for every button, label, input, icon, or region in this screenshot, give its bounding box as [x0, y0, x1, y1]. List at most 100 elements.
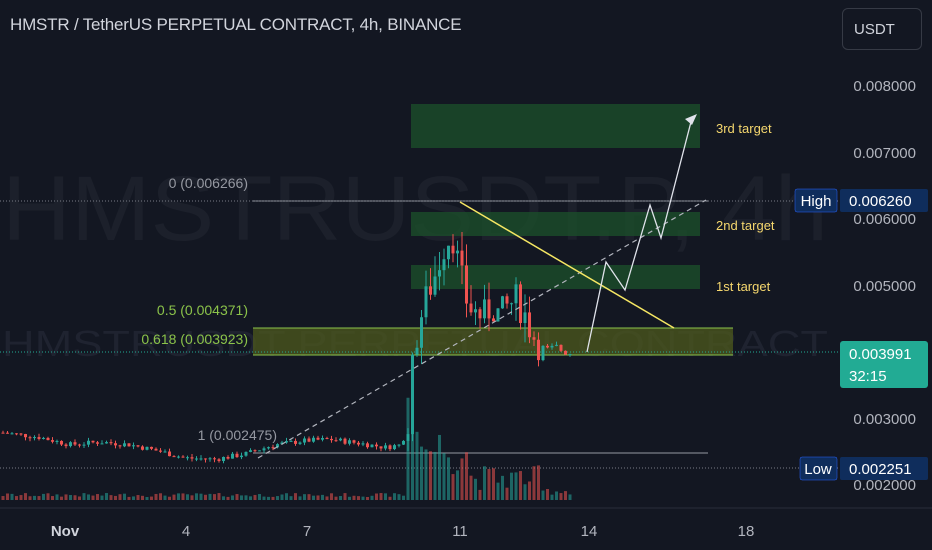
candle-body — [505, 296, 509, 304]
price-tick: 0.008000 — [853, 78, 916, 95]
candle-body — [132, 445, 135, 447]
candle-body — [366, 443, 369, 448]
volume-bar — [267, 496, 270, 500]
candle-body — [384, 445, 387, 449]
price-axis[interactable]: 0.008000 0.007000 0.006000 0.005000 0.00… — [853, 78, 916, 494]
candle-body — [402, 440, 405, 445]
volume-bar — [559, 493, 563, 500]
candle-body — [42, 437, 45, 439]
volume-bar — [249, 496, 252, 500]
volume-bar — [199, 493, 203, 500]
time-tick: 7 — [303, 523, 311, 540]
candle-body — [267, 447, 270, 449]
candle-body — [564, 350, 567, 355]
volume-bar — [181, 493, 185, 500]
candle-body — [307, 438, 311, 442]
price-tick: 0.003000 — [853, 411, 916, 428]
candle-body — [510, 303, 513, 305]
volume-bar — [154, 493, 158, 500]
candle-body — [298, 442, 302, 444]
chart-title: HMSTR / TetherUS PERPETUAL CONTRACT, 4h,… — [10, 15, 462, 34]
target-zone-1st — [411, 265, 700, 289]
candle-body — [550, 345, 554, 348]
fib-label-1: 1 (0.002475) — [198, 427, 277, 443]
time-tick: 11 — [452, 523, 468, 540]
volume-bar — [217, 493, 221, 500]
candle-body — [501, 296, 504, 309]
volume-bar — [528, 481, 531, 500]
candle-body — [528, 312, 531, 338]
high-tag-label: High — [801, 193, 832, 210]
candle-body — [568, 354, 572, 356]
candle-body — [532, 337, 536, 340]
volume-bar — [361, 496, 365, 500]
volume-bar — [51, 496, 54, 500]
volume-bar — [231, 495, 234, 500]
volume-bar — [460, 458, 464, 500]
volume-bar — [60, 496, 63, 500]
fib-label-0: 0 (0.006266) — [169, 175, 248, 191]
candle-body — [559, 344, 563, 351]
volume-bar — [15, 496, 18, 500]
candle-body — [177, 456, 180, 458]
candle-body — [244, 451, 248, 456]
candle-body — [240, 455, 243, 458]
candle-body — [136, 445, 140, 447]
volume-bar — [519, 471, 522, 500]
volume-bar — [285, 493, 288, 500]
candle-body — [555, 344, 558, 346]
candle-body — [87, 440, 90, 445]
volume-bar — [177, 493, 180, 500]
currency-button[interactable]: USDT — [842, 8, 922, 50]
volume-bar — [298, 496, 302, 500]
volume-bar — [294, 493, 297, 500]
candle-body — [280, 442, 284, 445]
time-axis[interactable]: Nov 4 7 11 14 18 — [51, 523, 755, 540]
candle-body — [492, 318, 495, 322]
candle-body — [253, 450, 257, 452]
volume-bar — [366, 496, 369, 500]
candle-body — [487, 299, 491, 319]
volume-bar — [370, 495, 374, 500]
candle-body — [28, 437, 32, 439]
candle-body — [91, 440, 95, 443]
volume-bar — [172, 494, 176, 500]
candle-body — [181, 456, 185, 458]
volume-bar — [483, 466, 486, 500]
volume-bar — [321, 494, 324, 500]
volume-bar — [46, 493, 50, 500]
volume-bar — [195, 493, 198, 500]
volume-bar — [127, 496, 131, 500]
volume-bar — [433, 451, 437, 500]
volume-bar — [253, 494, 257, 500]
candle-body — [24, 434, 27, 438]
projected-path — [586, 117, 693, 353]
candle-body — [348, 440, 351, 444]
candle-body — [78, 444, 81, 446]
candle-body — [276, 444, 279, 448]
candle-body — [73, 442, 77, 445]
candle-body — [514, 284, 518, 304]
volume-bar — [145, 496, 149, 500]
candle-body — [1, 432, 5, 434]
candle-body — [312, 437, 315, 442]
volume-bar — [474, 478, 477, 500]
volume-bar — [523, 484, 527, 500]
candle-body — [478, 309, 482, 319]
volume-bar — [456, 470, 459, 500]
candle-body — [105, 442, 108, 444]
candle-body — [429, 286, 432, 295]
candle-body — [379, 446, 383, 449]
candle-body — [51, 440, 54, 442]
candle-body — [199, 458, 203, 460]
volume-bar — [451, 474, 455, 500]
volume-bar — [339, 496, 342, 500]
volume-bars — [1, 397, 572, 500]
candle-body — [145, 446, 149, 450]
candle-body — [370, 444, 374, 448]
candle-body — [60, 440, 63, 445]
volume-bar — [240, 495, 243, 500]
volume-bar — [204, 494, 207, 500]
volume-bar — [393, 493, 396, 500]
